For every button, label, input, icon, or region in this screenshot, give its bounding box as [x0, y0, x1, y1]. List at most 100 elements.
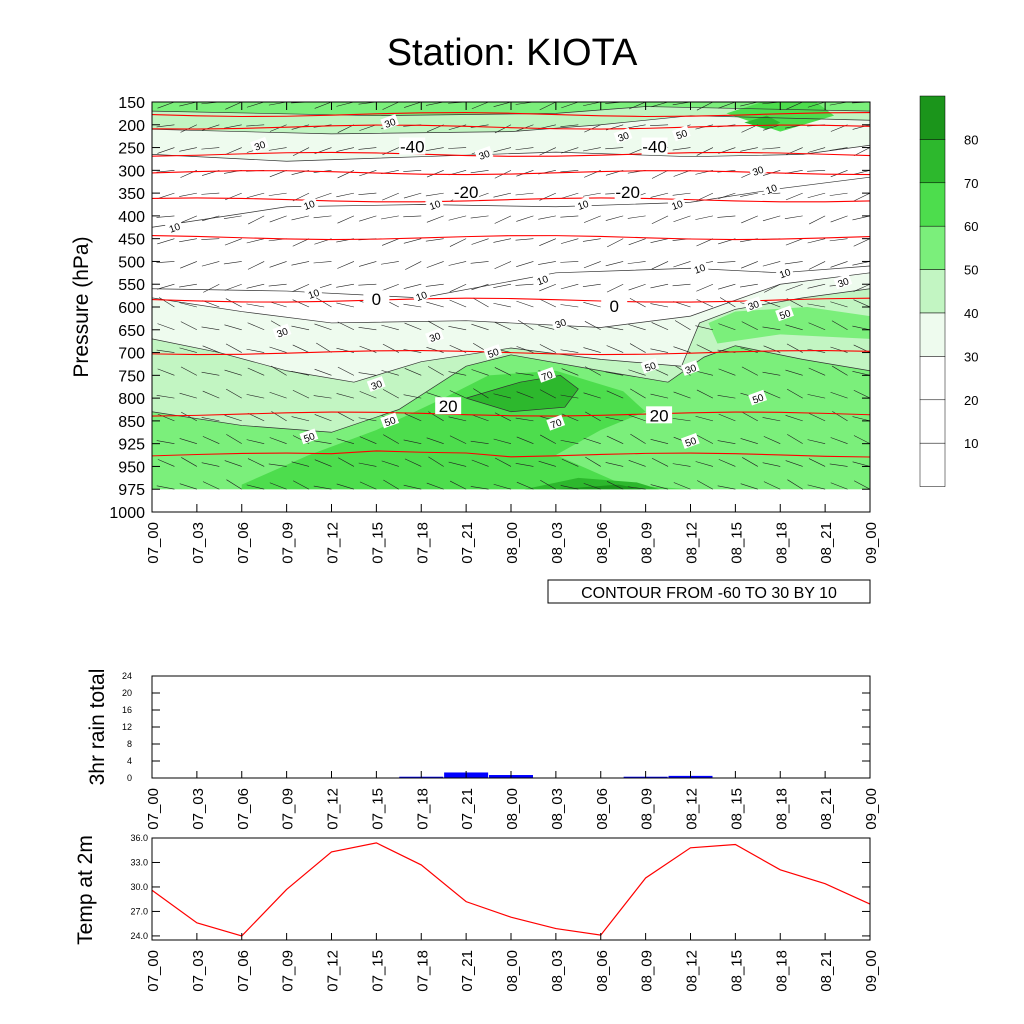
- wind-barb-298: [494, 321, 512, 331]
- wind-barb-144: [314, 102, 332, 109]
- rain-xtick-label-09_00: 09_00: [863, 788, 880, 830]
- wind-barb-253: [448, 124, 467, 131]
- wind-barb-536: [785, 415, 803, 422]
- wind-barb-138: [291, 370, 310, 376]
- rh-contour-label-10: 30: [477, 149, 492, 163]
- wind-barb-480: [718, 368, 736, 376]
- wind-barb-270: [471, 102, 489, 110]
- rh-contour-label-17: 10: [428, 199, 443, 213]
- wind-barb-19: [156, 124, 175, 128]
- wind-barb-244: [427, 320, 444, 331]
- wind-barb-134: [292, 283, 310, 292]
- wind-barb-32: [157, 413, 175, 422]
- wind-barb-321: [516, 436, 534, 444]
- wind-barb-434: [672, 147, 691, 151]
- wind-barb-238: [425, 192, 444, 197]
- wind-barb-359: [560, 485, 579, 490]
- wind-barb-86: [224, 415, 242, 422]
- wind-barb-53: [179, 483, 197, 490]
- temp-xtick-label-07_15: 07_15: [369, 950, 386, 992]
- wind-barb-440: [672, 283, 691, 287]
- legend-box-1: [919, 139, 946, 184]
- wind-barb-439: [673, 261, 691, 268]
- pressure-tick-label-650: 650: [118, 323, 145, 340]
- wind-barb-362: [583, 147, 601, 152]
- wind-barb-356: [561, 413, 579, 422]
- rh-shade-region-3: [726, 102, 835, 132]
- wind-barb-591: [853, 435, 870, 444]
- wind-barb-300: [494, 367, 512, 376]
- temp-xtick-label-07_18: 07_18: [414, 950, 431, 992]
- wind-barb-178: [338, 457, 355, 467]
- wind-barb-429: [650, 439, 669, 444]
- rh-contour-label-27: 50: [778, 308, 793, 322]
- temperature-contour-9: [152, 450, 870, 458]
- wind-barb-569: [830, 346, 848, 353]
- wind-barb-574: [829, 463, 848, 467]
- wind-barb-83: [225, 343, 242, 353]
- wind-barb-585: [853, 299, 870, 308]
- temperature-contour-8: [152, 411, 870, 417]
- rain-xtick-label-07_18: 07_18: [414, 788, 431, 830]
- wind-barb-571: [830, 391, 848, 399]
- temp-xtick-label-08_09: 08_09: [639, 950, 656, 992]
- rain-ytick-label-12: 12: [122, 722, 132, 732]
- rh-contour-line-1: [152, 115, 870, 135]
- wind-barb-371: [583, 347, 601, 353]
- pressure-axis-label: Pressure (hPa): [70, 236, 93, 377]
- time-tick-label-07_15: 07_15: [369, 522, 386, 564]
- wind-barb-69: [202, 436, 220, 444]
- rh-contour-label-24: 10: [307, 288, 322, 302]
- wind-barb-29: [156, 349, 175, 353]
- rh-shade-region-12: [555, 484, 642, 490]
- legend-label-30: 30: [964, 349, 978, 364]
- temperature-contour-7: [152, 350, 870, 356]
- wind-barb-385: [605, 261, 624, 267]
- temperature-line-group: [151, 842, 871, 937]
- pressure-tick-label-550: 550: [118, 277, 145, 294]
- rh-label-bg-19: [667, 196, 687, 212]
- wind-barb-71: [202, 481, 220, 490]
- wind-barb-455: [695, 215, 713, 220]
- wind-barb-251: [426, 482, 444, 490]
- wind-barb-449: [673, 482, 691, 490]
- wind-barb-456: [696, 238, 714, 247]
- rain-frame: [151, 675, 871, 779]
- rain-ytick-label-24: 24: [122, 671, 132, 681]
- temp-xtick-label-08_12: 08_12: [684, 950, 701, 992]
- wind-barb-175: [336, 393, 355, 399]
- rh-label-bg-38: [546, 414, 566, 431]
- wind-barb-303: [493, 438, 512, 444]
- wind-barb-38: [179, 147, 197, 152]
- wind-barb-135: [292, 299, 310, 308]
- legend-box-4: [919, 269, 946, 314]
- wind-barb-348: [560, 238, 579, 244]
- wind-barb-21: [156, 170, 175, 173]
- wind-barb-538: [785, 460, 803, 467]
- rain-xtick-label-07_09: 07_09: [280, 788, 297, 830]
- wind-barb-268: [448, 461, 467, 467]
- legend-box-0: [919, 95, 946, 140]
- time-tick-label-08_21: 08_21: [818, 522, 835, 564]
- wind-barb-33: [156, 440, 175, 444]
- pressure-tick-label-450: 450: [118, 232, 145, 249]
- wind-barb-240: [425, 238, 444, 242]
- time-tick-label-08_09: 08_09: [639, 522, 656, 564]
- temp-xtick-label-08_03: 08_03: [549, 950, 566, 992]
- wind-barb-190: [358, 326, 377, 331]
- wind-barb-287: [470, 486, 489, 490]
- wind-barb-332: [539, 283, 556, 292]
- wind-barb-232: [404, 458, 422, 467]
- wind-barb-56: [201, 147, 220, 150]
- wind-barb-179: [336, 483, 355, 490]
- wind-barb-35: [156, 485, 175, 490]
- red-label-bg-5: [601, 297, 628, 314]
- wind-barb-506: [762, 147, 781, 150]
- wind-barb-463: [696, 389, 714, 399]
- red-contour-label-2: -20: [454, 183, 479, 202]
- wind-barb-547: [808, 261, 826, 270]
- wind-barb-191: [359, 345, 377, 353]
- pressure-tick-label-200: 200: [118, 118, 145, 135]
- wind-barb-304: [494, 457, 512, 467]
- wind-barb-324: [539, 102, 557, 111]
